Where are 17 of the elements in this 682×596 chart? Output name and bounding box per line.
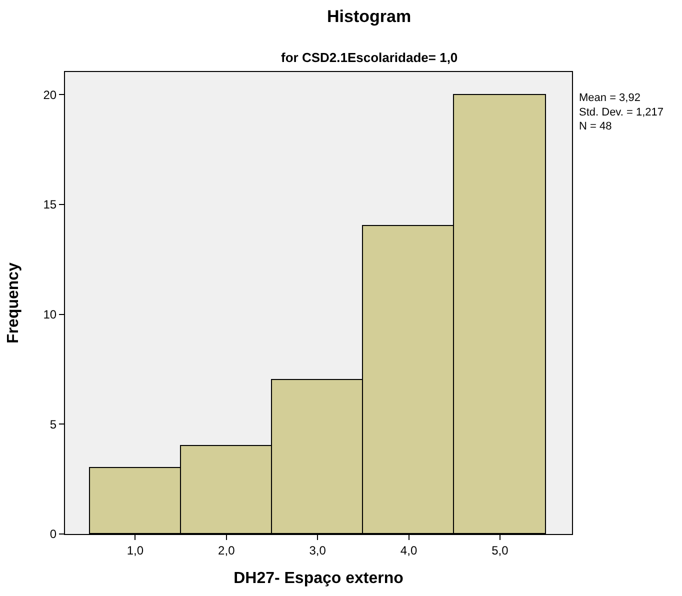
text: Std. Dev. = 1,217 (579, 106, 664, 118)
y-axis-title: Frequency (5, 262, 22, 344)
x-tick-label: 5,0 (492, 543, 509, 558)
y-tick-label: 20 (43, 88, 57, 102)
x-tick-label: 1,0 (126, 543, 144, 558)
y-tick-label: 10 (43, 308, 57, 322)
x-tick-label: 3,0 (309, 543, 326, 558)
x-tick-label: 4,0 (400, 543, 418, 558)
text: N = 48 (579, 120, 612, 133)
chart-title: Histogram (327, 7, 412, 26)
chart-subtitle: for CSD2.1Escolaridade= 1,0 (281, 50, 458, 65)
y-tick-label: 0 (50, 527, 57, 542)
y-tick-label: 15 (43, 198, 57, 212)
text: Mean = 3,92 (579, 92, 640, 104)
x-axis-title: DH27- Espaço externo (234, 570, 404, 588)
x-tick-label: 2,0 (218, 543, 236, 558)
y-tick-label: 5 (50, 417, 57, 432)
